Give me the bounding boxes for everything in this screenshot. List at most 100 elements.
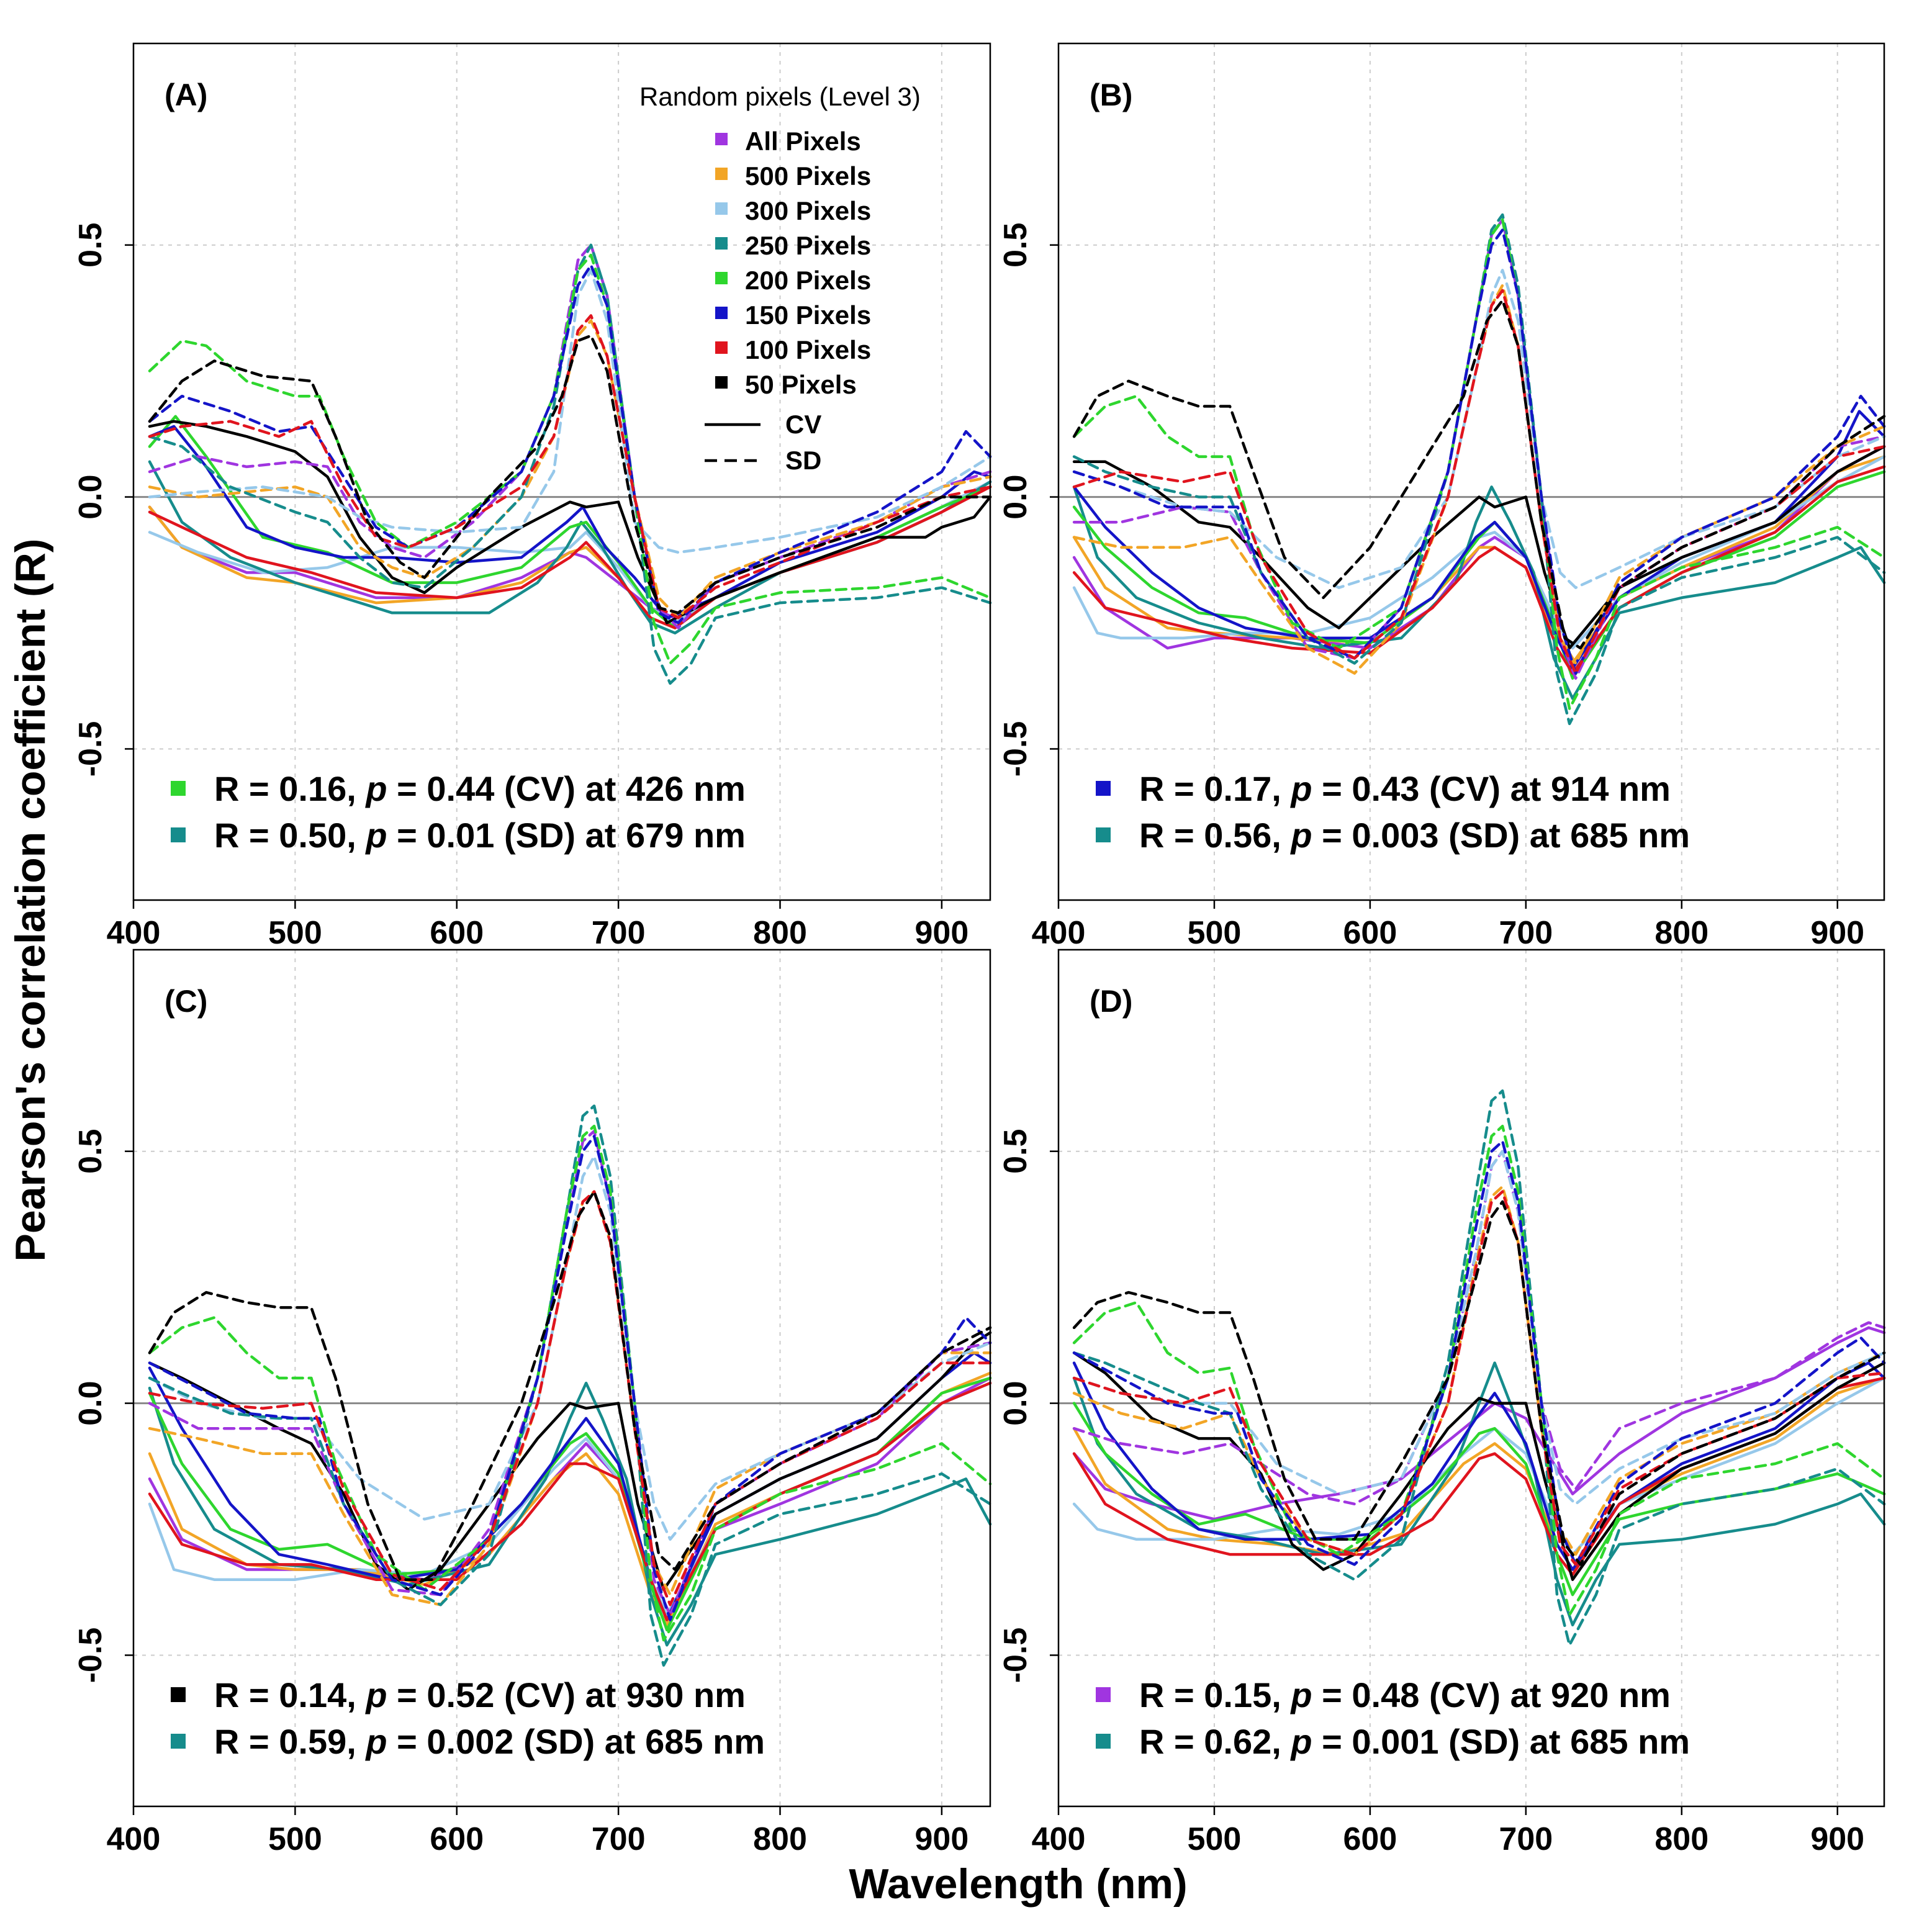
y-tick-label: -0.5 [73, 1628, 109, 1683]
legend-swatch [715, 272, 728, 284]
y-tick-label: -0.5 [998, 1628, 1034, 1683]
panel-c: 400 500 600 700 800 900 -0.5 0.0 0.5 (C) R = 0.14,… [73, 948, 992, 1857]
series-line-500-pixels-sd [148, 319, 992, 620]
x-tick-label: 800 [753, 1821, 807, 1857]
panel-label: (C) [165, 984, 207, 1019]
series-line-300-pixels-cv [1072, 455, 1886, 650]
series-line-300-pixels-sd [148, 1155, 992, 1541]
x-axis-title: Wavelength (nm) [849, 1860, 1187, 1908]
panel-b: 400 500 600 700 800 900 -0.5 0.0 0.5 (B) R = 0.17,… [998, 42, 1886, 951]
x-tick-label: 800 [1654, 915, 1709, 951]
legend-entry-label: 250 Pixels [745, 231, 871, 260]
y-tick-label: 0.5 [998, 223, 1034, 268]
annotation-swatch [171, 1687, 186, 1702]
series-line-250-pixels-cv [148, 1381, 992, 1647]
y-tick-label: 0.0 [998, 1381, 1034, 1425]
x-tick-label: 400 [107, 1821, 161, 1857]
series-line-300-pixels-sd [1072, 269, 1886, 589]
annotation-text: R = 0.15, p = 0.48 (CV) at 920 nm [1139, 1675, 1671, 1714]
legend-entry-label: 500 Pixels [745, 161, 871, 191]
x-tick-label: 900 [915, 1821, 969, 1857]
y-tick-label: -0.5 [998, 721, 1034, 777]
x-tick-label: 600 [430, 1821, 484, 1857]
series-line-150-pixels-cv [1072, 1361, 1886, 1571]
series-line-200-pixels-cv [1072, 1402, 1886, 1597]
x-tick-label: 700 [1499, 1821, 1553, 1857]
plot-frame [132, 948, 991, 1808]
series-line-100-pixels-cv [148, 485, 992, 629]
series-line-250-pixels-sd [1072, 1089, 1886, 1647]
series-line-150-pixels-sd [1072, 1140, 1886, 1566]
y-axis-title: Pearson's correlation coefficient (R) [7, 539, 54, 1262]
legend-entry-label: 200 Pixels [745, 266, 871, 295]
panel-d: 400 500 600 700 800 900 -0.5 0.0 0.5 (D) R = 0.15,… [998, 948, 1886, 1857]
annotation-text: R = 0.14, p = 0.52 (CV) at 930 nm [214, 1675, 746, 1714]
legend-title: Random pixels (Level 3) [639, 82, 921, 111]
annotation-text: R = 0.50, p = 0.01 (SD) at 679 nm [214, 816, 746, 855]
x-tick-label: 600 [1343, 1821, 1397, 1857]
series-line-500-pixels-cv [1072, 1376, 1886, 1571]
x-tick-label: 400 [1032, 1821, 1086, 1857]
x-tick-label: 800 [1654, 1821, 1709, 1857]
x-tick-label: 400 [107, 915, 161, 951]
series-line-250-pixels-sd [148, 243, 992, 685]
y-tick-label: -0.5 [73, 721, 109, 777]
series-line-100-pixels-sd [148, 314, 992, 620]
series-line-50-pixels-cv [1072, 445, 1886, 650]
series-line-100-pixels-cv [1072, 465, 1886, 675]
x-tick-label: 800 [753, 915, 807, 951]
legend-entry-label: 300 Pixels [745, 196, 871, 225]
legend-sd-label: SD [785, 446, 821, 475]
series-line-100-pixels-cv [148, 1381, 992, 1621]
annotation-swatch [171, 1734, 186, 1749]
annotation-text: R = 0.16, p = 0.44 (CV) at 426 nm [214, 769, 746, 808]
series-line-250-pixels-sd [148, 1104, 992, 1667]
legend-swatch [715, 133, 728, 145]
legend-cv-label: CV [785, 410, 821, 439]
x-tick-label: 600 [1343, 915, 1397, 951]
plot-frame [1057, 42, 1885, 901]
series-line-50-pixels-sd [1072, 1200, 1886, 1566]
annotation-swatch [171, 781, 186, 796]
annotation-text: R = 0.62, p = 0.001 (SD) at 685 nm [1139, 1722, 1690, 1761]
x-tick-label: 700 [1499, 915, 1553, 951]
series-line-50-pixels-cv [1072, 1351, 1886, 1581]
legend-swatch [715, 376, 728, 389]
series-line-200-pixels-sd [1072, 1124, 1886, 1616]
y-tick-label: 0.0 [998, 474, 1034, 519]
y-tick-label: 0.0 [73, 474, 109, 519]
series-line-300-pixels-sd [148, 269, 992, 554]
annotation-swatch [1096, 781, 1111, 796]
x-tick-label: 900 [1810, 1821, 1864, 1857]
series-line-250-pixels-sd [1072, 213, 1886, 726]
x-tick-label: 700 [592, 915, 646, 951]
annotation-swatch [1096, 827, 1111, 842]
series-line-150-pixels-sd [148, 1135, 992, 1621]
series-line-250-pixels-cv [1072, 485, 1886, 700]
x-tick-label: 500 [1188, 1821, 1242, 1857]
annotation-text: R = 0.59, p = 0.002 (SD) at 685 nm [214, 1722, 765, 1761]
panel-label: (A) [165, 78, 207, 112]
annotation-swatch [1096, 1734, 1111, 1749]
annotation-text: R = 0.17, p = 0.43 (CV) at 914 nm [1139, 769, 1671, 808]
legend-entry-label: 100 Pixels [745, 335, 871, 364]
panels: 400 500 600 700 800 900 -0.5 0.0 0.5 (A) R = 0.16,… [73, 42, 1886, 1857]
series-line-100-pixels-sd [1072, 1190, 1886, 1566]
series-line-all-pixels-cv [1072, 445, 1886, 650]
x-tick-label: 900 [1810, 915, 1864, 951]
legend-swatch [715, 341, 728, 354]
x-tick-label: 500 [268, 1821, 322, 1857]
legend-swatch [715, 237, 728, 250]
legend-entry-label: 50 Pixels [745, 370, 857, 399]
legend-entry-label: All Pixels [745, 127, 861, 156]
series-line-50-pixels-sd [1072, 299, 1886, 650]
series-line-150-pixels-sd [1072, 228, 1886, 675]
legend-swatch [715, 168, 728, 180]
x-tick-label: 900 [915, 915, 969, 951]
legend: Random pixels (Level 3) All Pixels 500 Pix… [639, 82, 921, 475]
legend-swatch [715, 307, 728, 319]
series-line-50-pixels-sd [148, 1190, 992, 1581]
x-tick-label: 500 [268, 915, 322, 951]
